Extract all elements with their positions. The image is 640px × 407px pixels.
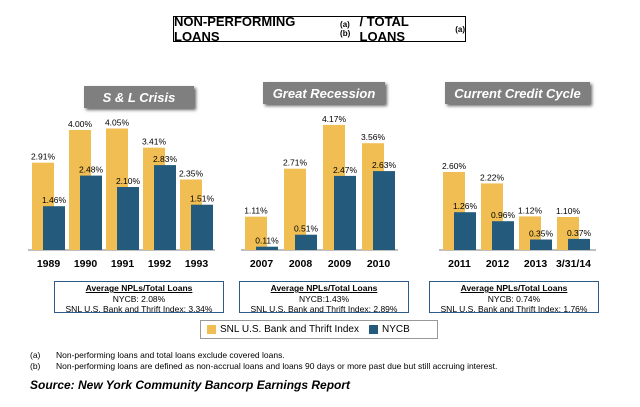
average-box-sl-crisis: Average NPLs/Total Loans NYCB: 2.08% SNL…	[54, 281, 224, 314]
title-sup-1: (a)(b)	[340, 20, 351, 38]
footnote-key: (b)	[30, 361, 41, 371]
bar-nycb	[43, 206, 65, 250]
legend-label-nycb: NYCB	[381, 324, 410, 335]
data-label-snl: 4.00%	[68, 119, 93, 129]
data-label-nycb: 1.46%	[42, 195, 67, 205]
footnote-key: (a)	[30, 350, 41, 360]
bar-nycb	[334, 175, 356, 250]
bar-nycb	[373, 171, 395, 250]
footnote-a: (a) Non-performing loans and total loans…	[30, 350, 497, 361]
average-nycb: NYCB: 2.08%	[112, 293, 166, 304]
bar-nycb	[117, 187, 139, 250]
legend-label-snl: SNL U.S. Bank and Thrift Index	[220, 324, 359, 335]
x-tick-label: 2010	[367, 258, 391, 270]
average-snl: SNL U.S. Bank and Thrift Index: 2.89%	[250, 304, 398, 314]
average-snl: SNL U.S. Bank and Thrift Index: 3.34%	[65, 304, 213, 314]
bar-nycb	[80, 175, 102, 250]
data-label-snl: 1.11%	[244, 206, 268, 216]
average-snl: SNL U.S. Bank and Thrift Index: 1.76%	[440, 304, 588, 314]
x-tick-label: 2013	[524, 258, 548, 270]
footnotes: (a) Non-performing loans and total loans…	[30, 350, 497, 372]
legend-swatch-snl	[207, 325, 216, 334]
title-sup-2: (a)	[455, 24, 465, 34]
x-tick-label: 1991	[111, 258, 135, 270]
bar-nycb	[154, 165, 176, 250]
data-label-snl: 2.71%	[283, 158, 308, 168]
bar-nycb	[256, 246, 278, 250]
x-tick-label: 2008	[289, 258, 313, 270]
bar-snl	[284, 168, 306, 250]
data-label-snl: 4.05%	[105, 118, 130, 128]
data-label-snl: 4.17%	[322, 114, 347, 124]
average-box-current-credit-cycle: Average NPLs/Total Loans NYCB: 0.74% SNL…	[429, 281, 599, 314]
footnote-text: Non-performing loans are defined as non-…	[56, 361, 498, 371]
footnote-text: Non-performing loans and total loans exc…	[56, 350, 285, 360]
source-note: Source: New York Community Bancorp Earni…	[30, 378, 351, 392]
data-label-snl: 3.56%	[361, 132, 386, 142]
x-tick-label: 1993	[185, 258, 209, 270]
data-label-nycb: 0.35%	[529, 229, 554, 239]
data-label-nycb: 0.37%	[567, 228, 592, 238]
panel-label-current-credit-cycle: Current Credit Cycle	[445, 82, 590, 104]
average-box-great-recession: Average NPLs/Total Loans NYCB:1.43% SNL …	[239, 281, 409, 314]
data-label-snl: 2.22%	[480, 172, 505, 182]
data-label-snl: 2.91%	[31, 152, 56, 162]
x-tick-label: 2009	[328, 258, 352, 270]
x-tick-label: 1990	[74, 258, 98, 270]
x-tick-label: 2012	[486, 258, 510, 270]
chart-title: NON-PERFORMING LOANS (a)(b) / TOTAL LOANS (…	[173, 14, 466, 44]
panel-label-sl-crisis: S & L Crisis	[84, 86, 194, 108]
average-title: Average NPLs/Total Loans	[270, 283, 378, 293]
data-label-nycb: 2.63%	[372, 160, 397, 170]
data-label-snl: 2.60%	[442, 161, 467, 171]
x-tick-label: 1992	[148, 258, 172, 270]
legend-item-nycb: NYCB	[368, 324, 410, 335]
average-title: Average NPLs/Total Loans	[460, 283, 568, 293]
footnote-b: (b) Non-performing loans are defined as …	[30, 361, 497, 372]
title-tail: / TOTAL LOANS	[359, 14, 409, 44]
data-label-snl: 2.35%	[179, 169, 204, 179]
data-label-nycb: 2.48%	[79, 165, 104, 175]
x-tick-label: 1989	[37, 258, 61, 270]
bar-nycb	[530, 239, 552, 250]
bar-nycb	[295, 234, 317, 250]
legend-item-snl: SNL U.S. Bank and Thrift Index	[207, 324, 359, 335]
legend-swatch-nycb	[368, 325, 378, 334]
x-tick-label: 2011	[448, 258, 471, 270]
average-title: Average NPLs/Total Loans	[85, 283, 193, 293]
bar-nycb	[454, 212, 476, 250]
bar-nycb	[191, 204, 213, 250]
data-label-snl: 3.41%	[142, 137, 167, 147]
average-nycb: NYCB:1.43%	[298, 293, 350, 304]
data-label-nycb: 0.11%	[255, 236, 279, 246]
data-label-nycb: 2.47%	[333, 165, 358, 175]
data-label-snl: 1.10%	[556, 206, 581, 216]
legend: SNL U.S. Bank and Thrift Index NYCB	[200, 320, 438, 339]
data-label-nycb: 0.51%	[294, 224, 319, 234]
bar-nycb	[492, 221, 514, 250]
bar-nycb	[568, 238, 590, 250]
bar-snl	[245, 216, 267, 250]
data-label-nycb: 2.10%	[116, 176, 141, 186]
panel-label-great-recession: Great Recession	[263, 82, 385, 104]
x-tick-label: 2007	[250, 258, 274, 270]
data-label-nycb: 2.83%	[153, 154, 178, 164]
x-tick-label: 3/31/14	[556, 258, 591, 270]
data-label-nycb: 1.51%	[190, 194, 215, 204]
data-label-nycb: 1.26%	[453, 201, 478, 211]
data-label-nycb: 0.96%	[491, 210, 516, 220]
data-label-snl: 1.12%	[518, 205, 543, 215]
average-nycb: NYCB: 0.74%	[487, 293, 541, 304]
title-main: NON-PERFORMING LOANS	[174, 14, 296, 44]
